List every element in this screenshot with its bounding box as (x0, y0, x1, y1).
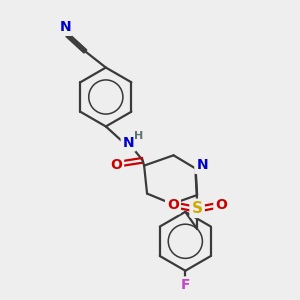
Text: N: N (196, 158, 208, 172)
Text: O: O (215, 198, 227, 212)
Text: S: S (192, 201, 203, 216)
Text: O: O (167, 198, 179, 212)
Text: O: O (110, 158, 122, 172)
Text: H: H (134, 131, 143, 141)
Text: F: F (181, 278, 190, 292)
Text: N: N (59, 20, 71, 34)
Text: N: N (123, 136, 134, 150)
